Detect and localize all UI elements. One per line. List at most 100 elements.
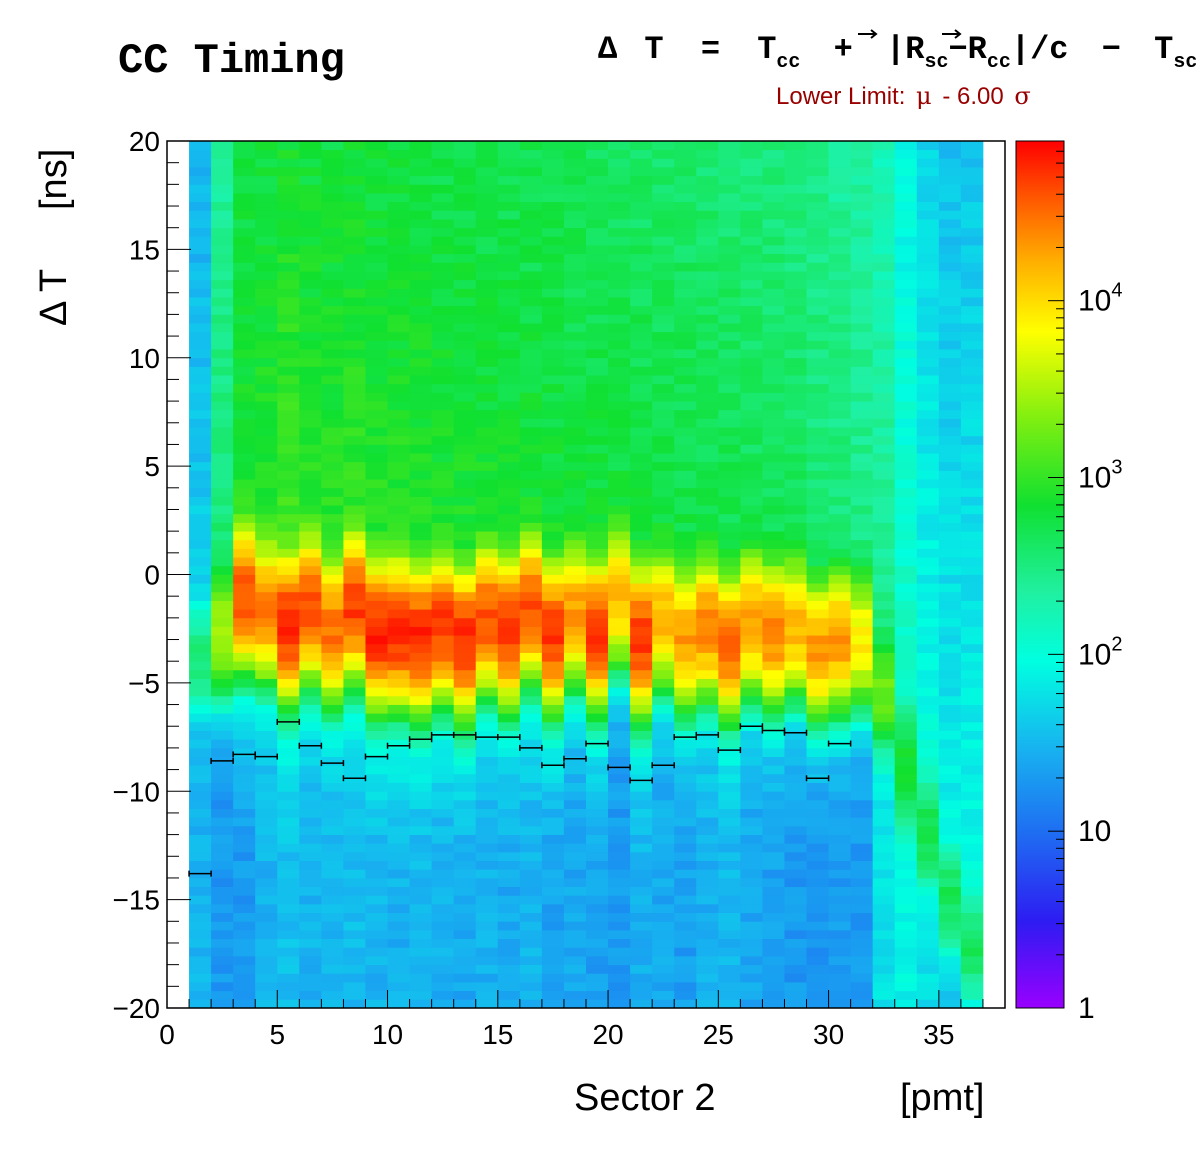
heatmap-cell [343, 409, 366, 419]
heatmap-cell [431, 825, 455, 835]
heatmap-cell [784, 158, 807, 168]
heatmap-cell [652, 409, 675, 419]
heatmap-cell [277, 583, 300, 593]
heatmap-cell [784, 661, 807, 671]
heatmap-cell [233, 869, 256, 879]
heatmap-cell [563, 600, 587, 610]
heatmap-cell [299, 305, 322, 315]
heatmap-cell [916, 513, 940, 523]
heatmap-cell [189, 843, 212, 853]
heatmap-cell [277, 626, 300, 636]
heatmap-cell [211, 236, 234, 246]
heatmap-cell [563, 375, 587, 385]
heatmap-cell [497, 799, 521, 809]
heatmap-cell [541, 461, 565, 471]
heatmap-cell [608, 557, 631, 567]
heatmap-cell [563, 279, 587, 289]
heatmap-cell [894, 591, 918, 601]
heatmap-cell [740, 305, 763, 315]
heatmap-cell [652, 981, 675, 992]
heatmap-cell [652, 843, 675, 853]
heatmap-cell [740, 357, 763, 367]
heatmap-cell [740, 652, 763, 662]
heatmap-cell [960, 418, 984, 428]
heatmap-cell [387, 167, 410, 177]
heatmap-cell [872, 557, 896, 567]
heatmap-cell [211, 531, 234, 541]
heatmap-cell [630, 522, 653, 532]
heatmap-cell [674, 903, 697, 914]
heatmap-cell [894, 366, 918, 376]
heatmap-cell [806, 695, 829, 705]
heatmap-cell [365, 262, 388, 272]
heatmap-cell [872, 158, 896, 168]
heatmap-cell [696, 427, 719, 437]
heatmap-cell [233, 349, 256, 359]
heatmap-cell [365, 184, 388, 194]
heatmap-cell [960, 912, 984, 922]
heatmap-cell [916, 808, 940, 818]
heatmap-cell [475, 886, 499, 896]
heatmap-cell [233, 773, 256, 783]
heatmap-cell [255, 955, 278, 966]
heatmap-cell [608, 730, 631, 740]
heatmap-cell [387, 297, 410, 307]
heatmap-cell [718, 955, 741, 966]
heatmap-cell [872, 193, 896, 203]
lower-limit-middle: - 6.00 [942, 83, 1003, 110]
heatmap-cell [696, 253, 719, 263]
heatmap-cell [828, 383, 852, 393]
heatmap-cell [277, 635, 300, 645]
heatmap-cell [894, 548, 918, 558]
heatmap-cell [960, 765, 984, 775]
heatmap-cell [211, 141, 234, 151]
heatmap-cell [211, 366, 234, 376]
heatmap-cell [409, 687, 433, 697]
heatmap-cell [431, 947, 455, 957]
heatmap-cell [277, 825, 300, 835]
heatmap-cell [894, 184, 918, 194]
heatmap-cell [608, 886, 631, 896]
heatmap-cell [630, 375, 653, 385]
heatmap-cell [409, 721, 433, 731]
heatmap-cell [431, 886, 455, 896]
heatmap-cell [762, 409, 785, 419]
heatmap-cell [740, 184, 763, 194]
heatmap-cell [850, 782, 874, 792]
heatmap-cell [850, 747, 874, 757]
heatmap-cell [630, 479, 653, 489]
heatmap-cell [740, 869, 763, 879]
heatmap-cell [541, 773, 565, 783]
heatmap-cell [211, 340, 234, 350]
heatmap-cell [784, 617, 807, 627]
heatmap-cell [277, 834, 300, 844]
heatmap-cell [255, 791, 278, 801]
heatmap-cell [586, 158, 609, 168]
heatmap-cell [365, 375, 388, 385]
heatmap-cell [475, 669, 499, 679]
heatmap-cell [652, 288, 675, 298]
heatmap-cell [828, 574, 852, 584]
heatmap-cell [740, 314, 763, 324]
heatmap-cell [938, 643, 962, 653]
heatmap-cell [608, 964, 631, 974]
heatmap-cell [674, 895, 697, 905]
heatmap-cell [299, 955, 322, 966]
heatmap-cell [541, 210, 565, 220]
heatmap-cell [233, 903, 256, 914]
heatmap-cell [696, 661, 719, 671]
heatmap-cell [519, 340, 543, 350]
heatmap-cell [718, 444, 741, 454]
chart-title: CC Timing [118, 37, 345, 85]
heatmap-cell [608, 851, 631, 862]
heatmap-cell [674, 366, 697, 376]
heatmap-cell [189, 955, 212, 966]
heatmap-cell [586, 201, 609, 211]
heatmap-cell [563, 877, 587, 888]
formula-cc-sub2: cc [987, 51, 1011, 74]
heatmap-cell [255, 747, 278, 757]
heatmap-cell [365, 513, 388, 523]
heatmap-cell [674, 947, 697, 957]
heatmap-cell [475, 349, 499, 359]
heatmap-cell [938, 739, 962, 749]
